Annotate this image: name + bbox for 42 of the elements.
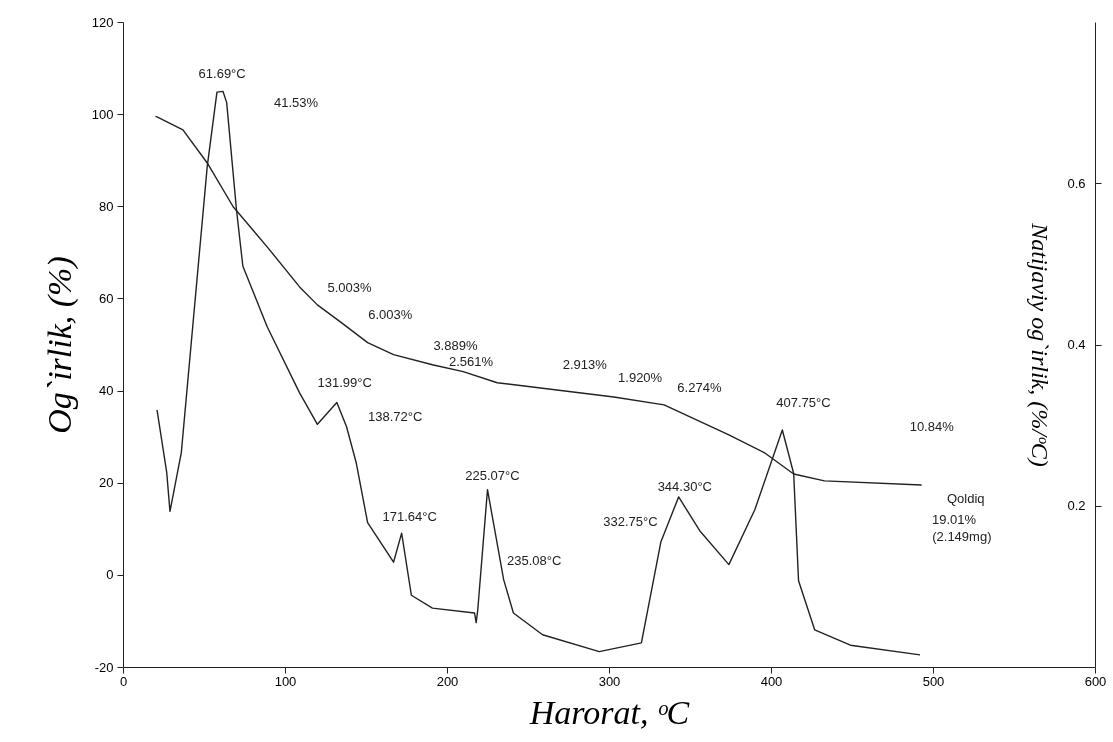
y-axis-title: Og`irlik, (%) <box>40 256 79 434</box>
annotation: (2.149mg) <box>932 528 992 544</box>
annotation: 332.75°C <box>603 513 658 529</box>
y-tick-label: 80 <box>99 198 114 214</box>
annotation: 407.75°C <box>776 394 831 410</box>
annotation: 19.01% <box>932 511 977 527</box>
annotation: 1.920% <box>618 370 663 386</box>
y-tick-label: -20 <box>94 659 114 675</box>
annotation: 6.003% <box>368 307 413 323</box>
annotation: 131.99°C <box>317 375 372 391</box>
y-tick-label: 0 <box>106 567 114 583</box>
y-tick-label: 40 <box>99 383 114 399</box>
x-tick-label: 500 <box>922 673 945 689</box>
annotation: Qoldiq <box>946 491 985 507</box>
annotation: 2.561% <box>448 353 494 369</box>
annotation: 10.84% <box>909 419 955 435</box>
annotation: 3.889% <box>433 338 478 354</box>
annotation: 171.64°C <box>382 508 437 524</box>
y2-tick-label: 0.2 <box>1067 498 1086 514</box>
annotation: 41.53% <box>273 94 319 110</box>
y2-tick-label: 0.4 <box>1067 337 1086 352</box>
y2-tick-label: 0.6 <box>1067 175 1086 191</box>
y-tick-label: 60 <box>99 290 114 306</box>
x-tick-label: 0 <box>119 673 128 689</box>
annotation: 344.30°C <box>657 479 712 495</box>
annotation: 6.274% <box>677 379 722 395</box>
y-tick-label: 100 <box>91 106 114 122</box>
annotation: 138.72°C <box>367 408 423 424</box>
x-tick-label: 100 <box>274 673 297 689</box>
x-tick-label: 200 <box>436 673 459 689</box>
y-tick-label: 120 <box>91 14 114 30</box>
annotation: 225.07°C <box>465 468 520 484</box>
y2-axis-title: Natijaviy og`irlik, (%/ᵒC) <box>1027 222 1053 467</box>
x-tick-label: 600 <box>1084 673 1107 689</box>
x-tick-label: 300 <box>598 673 621 689</box>
x-axis-title: Harorat, ᵒC <box>528 693 690 731</box>
annotation: 235.08°C <box>506 553 562 569</box>
annotation: 5.003% <box>327 279 372 295</box>
x-tick-label: 400 <box>760 673 783 689</box>
y-tick-label: 20 <box>99 475 114 491</box>
annotation: 61.69°C <box>198 65 246 81</box>
annotation: 2.913% <box>562 357 608 373</box>
